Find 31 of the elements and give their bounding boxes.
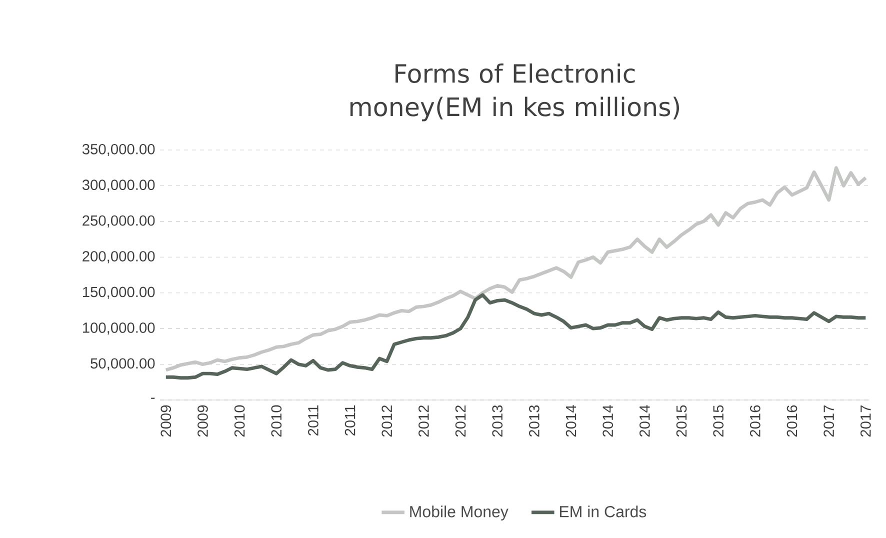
x-tick-label: 2017	[860, 405, 871, 437]
y-tick-label: 200,000.00	[82, 251, 155, 264]
legend-label: EM in Cards	[560, 506, 646, 518]
x-tick-label: 2014	[566, 405, 576, 437]
x-tick-label: 2009	[198, 405, 208, 437]
x-tick-label: 2010	[234, 405, 245, 437]
y-tick-label: 300,000.00	[82, 180, 155, 192]
x-tick-label: 2011	[344, 405, 356, 436]
legend-label: Mobile Money	[410, 506, 508, 520]
x-tick-label: 2013	[492, 405, 503, 437]
y-tick-label: 50,000.00	[90, 358, 155, 370]
x-tick-label: 2017	[824, 405, 834, 437]
x-tick-label: 2014	[640, 405, 650, 437]
y-tick-label: 100,000.00	[82, 322, 155, 335]
y-tick-label: -	[151, 398, 155, 399]
x-tick-label: 2014	[602, 405, 614, 437]
x-tick-label: 2011	[308, 405, 318, 436]
x-tick-label: 2010	[271, 405, 282, 437]
x-tick-label: 2016	[750, 405, 760, 437]
y-tick-label: 150,000.00	[82, 286, 155, 299]
x-tick-label: 2009	[160, 405, 172, 437]
x-tick-label: 2012	[418, 405, 429, 437]
y-tick-label: 250,000.00	[82, 215, 155, 228]
x-tick-label: 2012	[382, 405, 392, 437]
y-tick-label: 350,000.00	[82, 144, 155, 156]
x-tick-label: 2015	[713, 405, 724, 437]
x-tick-label: 2012	[455, 405, 466, 437]
x-tick-label: 2015	[676, 405, 687, 437]
chart-title: Forms of Electronic money(EM in kes millions)	[350, 63, 680, 122]
x-tick-label: 2016	[786, 405, 798, 437]
x-tick-label: 2013	[529, 405, 540, 437]
